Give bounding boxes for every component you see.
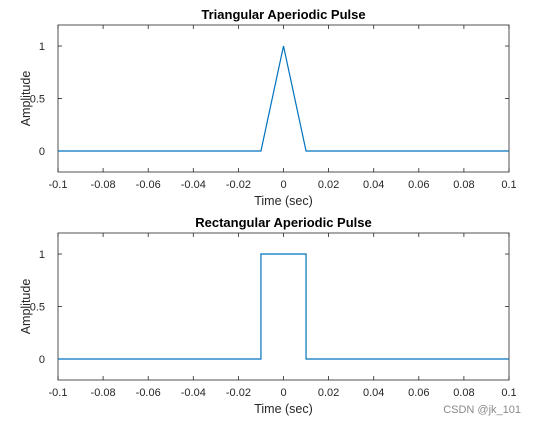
series-line [58, 45, 509, 152]
plot-area [57, 232, 510, 381]
x-tick-label: -0.02 [226, 179, 251, 191]
x-tick-label: 0.06 [408, 387, 429, 399]
series-line [58, 253, 509, 360]
chart-1: -0.1 -0.08 -0.06 -0.04 -0.02 0 0.02 0.04 0.06 0.0… [19, 7, 517, 208]
x-axis-label: Time (sec) [254, 194, 313, 208]
y-tick-label: 0 [39, 354, 45, 366]
y-tick-label: 0 [39, 146, 45, 158]
x-tick-label: 0.06 [408, 179, 429, 191]
x-tick-label: 0.04 [363, 387, 384, 399]
chart-title: Triangular Aperiodic Pulse [201, 7, 365, 22]
y-tick-label: 0.5 [30, 94, 45, 106]
x-tick-label: -0.04 [181, 387, 206, 399]
x-tick-label: 0.02 [318, 179, 339, 191]
x-tick-label: -0.02 [226, 387, 251, 399]
x-tick-label: -0.1 [49, 387, 68, 399]
x-tick-label: -0.08 [91, 179, 116, 191]
x-tick-label: 0.08 [453, 387, 474, 399]
chart-title: Rectangular Aperiodic Pulse [195, 215, 372, 230]
x-tick-label: 0.1 [501, 387, 516, 399]
y-axis-label: Amplitude [19, 279, 33, 335]
x-tick-label: -0.04 [181, 179, 206, 191]
y-tick-label: 1 [39, 41, 45, 53]
x-tick-label: -0.06 [136, 387, 161, 399]
plot-area [57, 24, 510, 173]
x-tick-label: 0 [280, 179, 286, 191]
x-tick-label: 0.04 [363, 179, 384, 191]
x-tick-label: -0.1 [49, 179, 68, 191]
watermark: CSDN @jk_101 [443, 404, 521, 416]
y-tick-label: 0.5 [30, 302, 45, 314]
x-tick-label: 0.1 [501, 179, 516, 191]
y-tick-label: 1 [39, 249, 45, 261]
x-tick-label: 0.02 [318, 387, 339, 399]
x-tick-label: 0.08 [453, 179, 474, 191]
x-tick-label: 0 [280, 387, 286, 399]
y-axis-label: Amplitude [19, 71, 33, 127]
x-tick-label: -0.08 [91, 387, 116, 399]
x-tick-label: -0.06 [136, 179, 161, 191]
chart-2: -0.1 -0.08 -0.06 -0.04 -0.02 0 0.02 0.04 0.06 0.0… [19, 215, 517, 416]
x-axis-label: Time (sec) [254, 402, 313, 416]
